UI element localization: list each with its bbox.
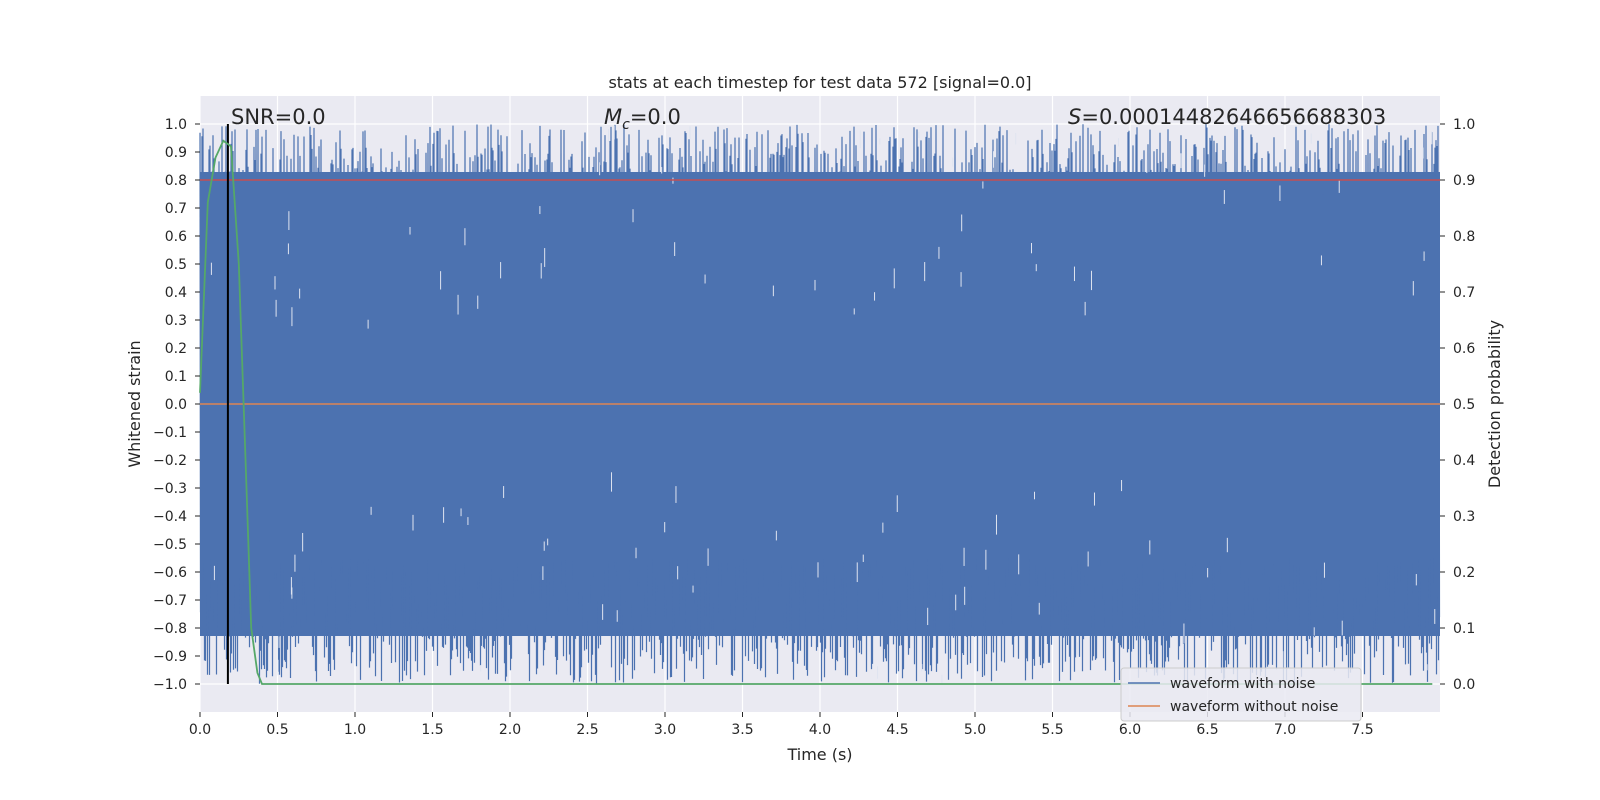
y-right-tick-label: 1.0 bbox=[1453, 117, 1475, 133]
y-left-tick-label: −0.3 bbox=[153, 481, 187, 497]
y-left-tick-label: −0.6 bbox=[153, 565, 187, 581]
x-tick-label: 0.0 bbox=[189, 722, 211, 738]
x-tick-label: 2.0 bbox=[499, 722, 521, 738]
y-ticks-left: 1.0 0.9 0.8 0.7 0.6 0.5 0.4 0.3 0.2 0.1 0.0 −0.1 −0.… bbox=[153, 117, 200, 693]
x-tick-label: 4.5 bbox=[886, 722, 908, 738]
x-tick-label: 6.0 bbox=[1119, 722, 1141, 738]
y-left-tick-label: 0.5 bbox=[165, 257, 187, 273]
y-left-tick-label: 0.8 bbox=[165, 173, 187, 189]
y-left-tick-label: −0.2 bbox=[153, 453, 187, 469]
x-tick-label: 5.0 bbox=[964, 722, 986, 738]
x-tick-label: 6.5 bbox=[1196, 722, 1218, 738]
y-right-tick-label: 0.2 bbox=[1453, 565, 1475, 581]
chart-title: stats at each timestep for test data 572… bbox=[608, 73, 1031, 92]
x-tick-label: 4.0 bbox=[809, 722, 831, 738]
y-left-tick-label: −0.4 bbox=[153, 509, 187, 525]
y-right-tick-label: 0.9 bbox=[1453, 173, 1475, 189]
legend: waveform with noise waveform without noi… bbox=[1120, 667, 1362, 722]
x-tick-label: 0.5 bbox=[266, 722, 288, 738]
y-axis-label-right: Detection probability bbox=[1485, 320, 1504, 488]
y-right-tick-label: 0.3 bbox=[1453, 509, 1475, 525]
y-left-tick-label: 0.2 bbox=[165, 341, 187, 357]
y-ticks-right: 1.0 0.9 0.8 0.7 0.6 0.5 0.4 0.3 0.2 0.1 0.0 bbox=[1440, 117, 1475, 693]
x-tick-label: 5.5 bbox=[1041, 722, 1063, 738]
mc-annotation: Mc=0.0 bbox=[604, 105, 681, 133]
y-right-tick-label: 0.7 bbox=[1453, 285, 1475, 301]
x-tick-label: 7.5 bbox=[1351, 722, 1373, 738]
x-tick-label: 1.5 bbox=[421, 722, 443, 738]
legend-label-clean: waveform without noise bbox=[1170, 699, 1338, 715]
y-left-tick-label: −0.1 bbox=[153, 425, 187, 441]
x-tick-label: 3.5 bbox=[731, 722, 753, 738]
series-detection-probability bbox=[199, 139, 1433, 685]
y-left-tick-label: 0.4 bbox=[165, 285, 187, 301]
s-annotation: S=0.00014482646656688303 bbox=[1068, 105, 1386, 129]
y-right-tick-label: 0.1 bbox=[1453, 621, 1475, 637]
legend-label-noise: waveform with noise bbox=[1170, 676, 1315, 692]
y-axis-label-left: Whitened strain bbox=[125, 340, 144, 467]
y-left-tick-label: 0.0 bbox=[165, 397, 187, 413]
y-left-tick-label: 0.3 bbox=[165, 313, 187, 329]
y-left-tick-label: −0.5 bbox=[153, 537, 187, 553]
y-left-tick-label: 1.0 bbox=[165, 117, 187, 133]
y-left-tick-label: −0.8 bbox=[153, 621, 187, 637]
y-left-tick-label: 0.6 bbox=[165, 229, 187, 245]
x-ticks: 0.0 0.5 1.0 1.5 2.0 2.5 3.0 3.5 4.0 4.5 5.0 5.5 6.0 6… bbox=[189, 712, 1374, 738]
x-tick-label: 2.5 bbox=[576, 722, 598, 738]
y-right-tick-label: 0.8 bbox=[1453, 229, 1475, 245]
x-axis-label: Time (s) bbox=[786, 745, 852, 764]
x-tick-label: 1.0 bbox=[344, 722, 366, 738]
y-left-tick-label: −0.9 bbox=[153, 649, 187, 665]
y-right-tick-label: 0.6 bbox=[1453, 341, 1475, 357]
legend-box bbox=[1120, 667, 1362, 722]
noise-trace bbox=[199, 124, 1441, 684]
y-left-tick-label: −0.7 bbox=[153, 593, 187, 609]
y-right-tick-label: 0.0 bbox=[1453, 677, 1475, 693]
y-left-tick-label: 0.9 bbox=[165, 145, 187, 161]
y-left-tick-label: 0.7 bbox=[165, 201, 187, 217]
y-right-tick-label: 0.4 bbox=[1453, 453, 1475, 469]
y-left-tick-label: 0.1 bbox=[165, 369, 187, 385]
snr-annotation: SNR=0.0 bbox=[231, 105, 326, 129]
series-lines bbox=[199, 124, 1440, 685]
x-tick-label: 3.0 bbox=[654, 722, 676, 738]
x-tick-label: 7.0 bbox=[1274, 722, 1296, 738]
y-right-tick-label: 0.5 bbox=[1453, 397, 1475, 413]
y-left-tick-label: −1.0 bbox=[153, 677, 187, 693]
